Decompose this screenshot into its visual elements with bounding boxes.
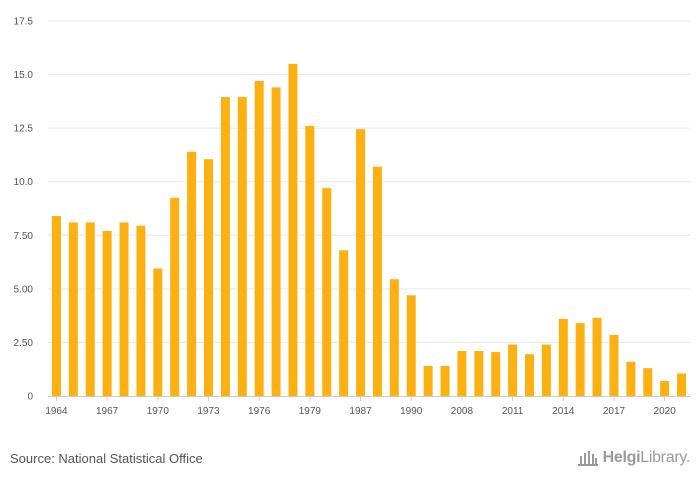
bar xyxy=(677,373,687,396)
chart-footer: Source: National Statistical Office Helg… xyxy=(0,440,700,483)
bar xyxy=(626,361,636,396)
bar xyxy=(68,222,78,396)
bar xyxy=(85,222,95,396)
helgi-library-logo: Helgi Library. xyxy=(577,449,690,467)
x-tick-label: 2014 xyxy=(552,406,575,417)
bar xyxy=(119,222,129,396)
bar xyxy=(288,63,298,397)
x-axis-ticks: 1964 1967 1970 1973 1976 1979 1987 1990 2008 2011… xyxy=(45,396,676,417)
bar xyxy=(237,97,247,396)
bar xyxy=(643,368,653,396)
bar xyxy=(660,381,670,396)
bar xyxy=(592,317,602,396)
x-tick-label: 1976 xyxy=(248,406,271,417)
bar xyxy=(541,344,551,396)
y-tick-label: 10.0 xyxy=(14,177,34,188)
bar xyxy=(491,352,501,396)
bar xyxy=(508,344,518,396)
x-tick-label: 1987 xyxy=(349,406,372,417)
bar xyxy=(305,126,315,396)
source-note: Source: National Statistical Office xyxy=(10,451,203,466)
x-tick-label: 1973 xyxy=(197,406,220,417)
bar xyxy=(51,216,61,396)
bar xyxy=(440,366,450,396)
x-tick-label: 1979 xyxy=(299,406,322,417)
bar xyxy=(372,166,382,396)
logo-text-bold: Helgi xyxy=(602,449,641,466)
y-tick-label: 2.50 xyxy=(14,338,34,349)
y-tick-label: 12.5 xyxy=(14,124,34,135)
y-axis-ticks: 0 2.50 5.00 7.50 10.0 12.5 15.0 17.5 xyxy=(14,17,34,403)
bar xyxy=(170,197,180,396)
bar xyxy=(254,81,264,396)
bar xyxy=(474,351,484,396)
y-tick-label: 7.50 xyxy=(14,231,34,242)
bar xyxy=(457,351,467,396)
bar xyxy=(609,334,619,396)
bar xyxy=(102,231,112,396)
bar xyxy=(204,159,213,396)
bar xyxy=(356,129,366,396)
x-tick-label: 1967 xyxy=(96,406,119,417)
x-tick-label: 2011 xyxy=(502,406,524,417)
y-tick-label: 17.5 xyxy=(14,17,34,28)
bar xyxy=(136,225,146,396)
library-building-icon xyxy=(577,451,598,466)
bar xyxy=(525,354,534,396)
bar xyxy=(558,318,568,396)
bar xyxy=(322,188,332,396)
bars xyxy=(51,63,687,397)
y-tick-label: 5.00 xyxy=(14,284,34,295)
bar xyxy=(220,97,230,396)
y-tick-label: 15.0 xyxy=(14,70,34,81)
bar xyxy=(389,279,399,396)
bar xyxy=(153,268,163,396)
logo-text-light: Library. xyxy=(640,449,690,466)
x-tick-label: 2008 xyxy=(451,406,474,417)
x-tick-label: 1970 xyxy=(147,406,170,417)
bar xyxy=(339,250,349,396)
bar xyxy=(406,295,416,396)
bar xyxy=(187,151,197,396)
x-tick-label: 1990 xyxy=(400,406,423,417)
bar xyxy=(423,366,433,396)
x-tick-label: 2020 xyxy=(654,406,677,417)
bar xyxy=(575,323,585,396)
x-tick-label: 1964 xyxy=(45,406,68,417)
bar xyxy=(271,87,281,397)
x-tick-label: 2017 xyxy=(603,406,626,417)
y-tick-label: 0 xyxy=(27,392,33,403)
